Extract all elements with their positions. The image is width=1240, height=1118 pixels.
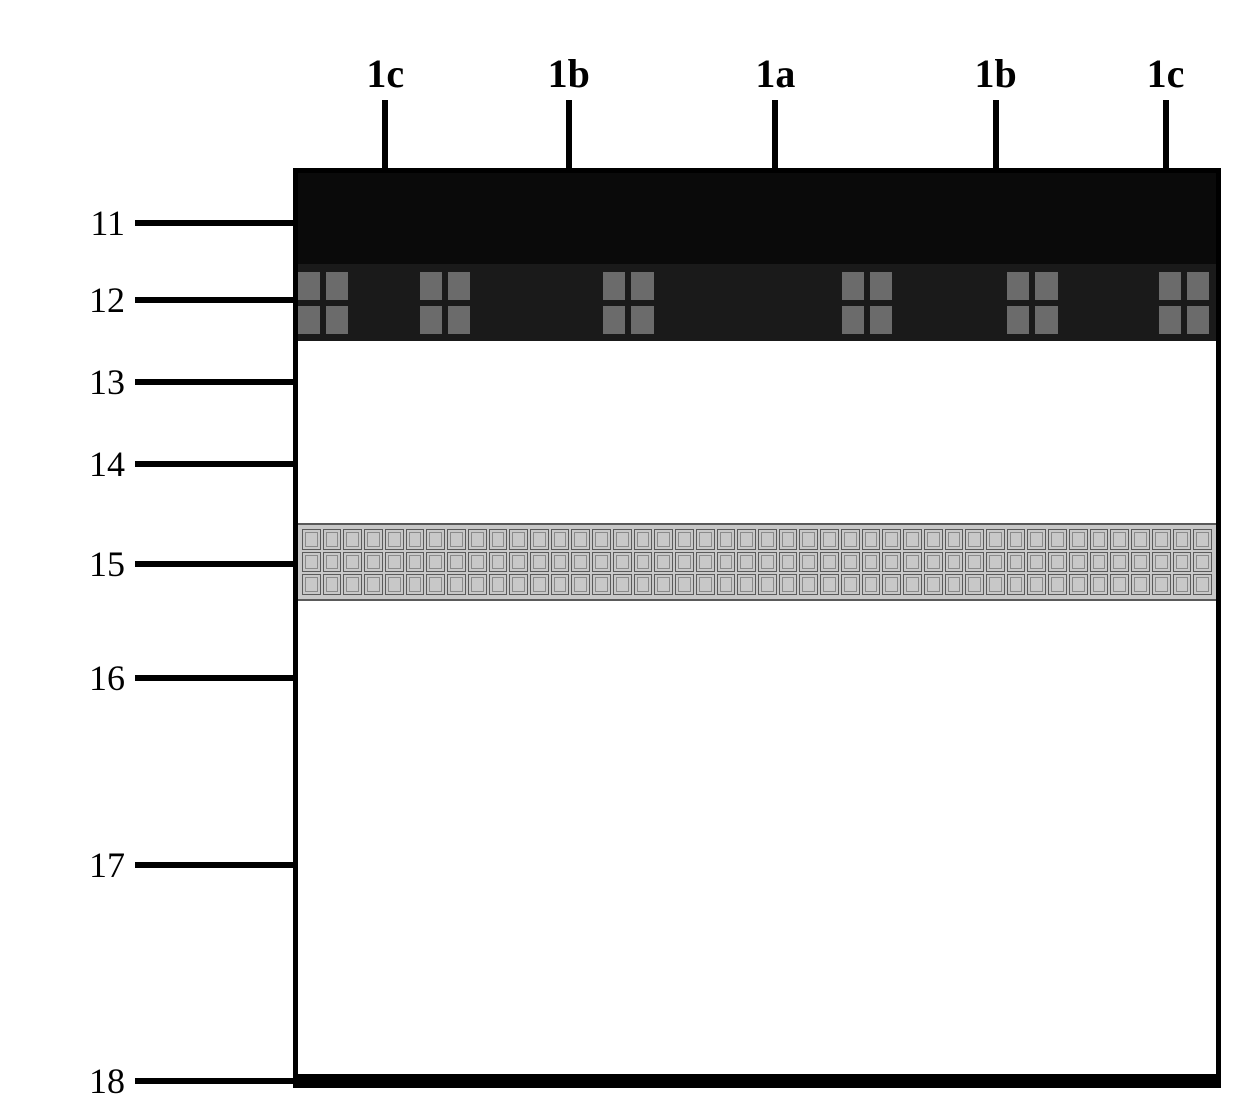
top-tick-2 [772,100,778,168]
layer-16 [298,601,1216,738]
layer-12-pattern [298,272,348,334]
layer-18 [298,1074,1216,1083]
figure-canvas: 1c 1b 1a 1b 1c 11 12 13 14 15 16 17 18 [0,0,1240,1118]
top-tick-3 [993,100,999,168]
layer-12-pattern [842,272,892,334]
top-tick-4 [1163,100,1169,168]
side-label-1: 12 [89,279,125,321]
side-leader-3 [135,461,298,467]
layer-12-pattern [603,272,653,334]
layer-15 [298,523,1216,600]
layer-11 [298,173,1216,264]
side-label-7: 18 [89,1060,125,1102]
side-leader-6 [135,862,298,868]
layer-13 [298,341,1216,414]
side-label-4: 15 [89,543,125,585]
side-label-6: 17 [89,844,125,886]
top-label-4: 1c [1147,50,1185,97]
layer-12-pattern [1159,272,1209,334]
side-leader-0 [135,220,298,226]
layer-12-pattern [1007,272,1057,334]
layer-12-pattern [420,272,470,334]
side-leader-1 [135,297,298,303]
side-leader-5 [135,675,298,681]
side-label-5: 16 [89,657,125,699]
top-tick-0 [382,100,388,168]
top-tick-1 [566,100,572,168]
side-leader-2 [135,379,298,385]
layer-15-pattern [298,525,1216,598]
layer-14 [298,414,1216,523]
top-label-3: 1b [975,50,1017,97]
layer-17 [298,737,1216,1074]
layer-12 [298,264,1216,341]
side-leader-7 [135,1078,298,1084]
side-leader-4 [135,561,298,567]
side-label-2: 13 [89,361,125,403]
top-label-1: 1b [548,50,590,97]
top-label-2: 1a [755,50,795,97]
layer-stack-diagram [293,168,1221,1088]
side-label-0: 11 [90,202,125,244]
top-label-0: 1c [366,50,404,97]
side-label-3: 14 [89,443,125,485]
